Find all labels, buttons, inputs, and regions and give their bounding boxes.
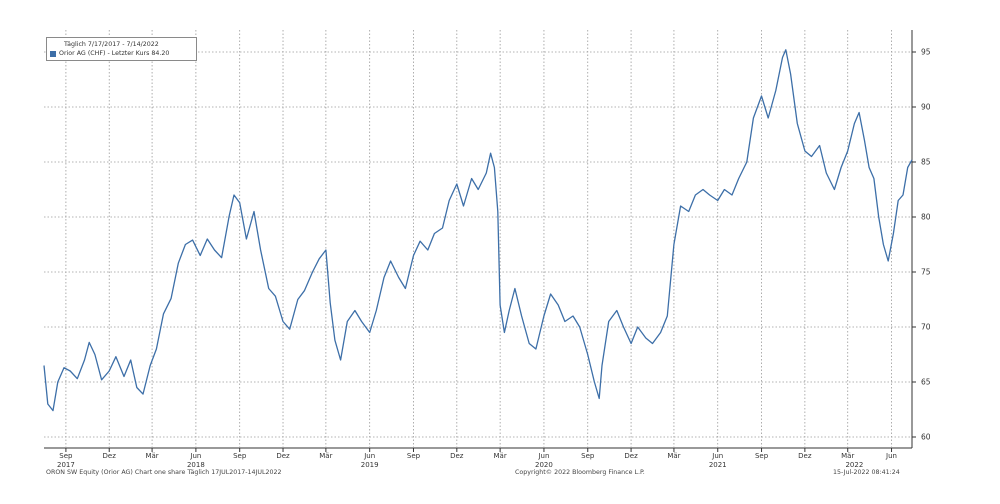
year-label: 2020: [535, 461, 553, 469]
x-tick-label: Jun: [189, 452, 201, 460]
y-tick-label: 75: [921, 268, 931, 277]
y-tick-label: 85: [921, 158, 931, 167]
x-tick-label: Sep: [233, 452, 247, 460]
legend-series-label: Orior AG (CHF) - Letzter Kurs 84.20: [59, 50, 170, 57]
x-tick-label: Sep: [581, 452, 595, 460]
y-tick-label: 70: [921, 323, 931, 332]
series-line: [43, 49, 913, 412]
legend-box: Täglich 7/17/2017 - 7/14/2022 Orior AG (…: [46, 37, 197, 61]
legend-swatch-icon: [50, 50, 56, 57]
footer-timestamp: 15-Jul-2022 08:41:24: [833, 469, 900, 476]
x-tick-label: Sep: [59, 452, 73, 460]
x-tick-label: Mär: [841, 452, 854, 460]
x-tick-label: Dez: [276, 452, 290, 460]
x-tick-label: Jun: [537, 452, 549, 460]
legend-header: Täglich 7/17/2017 - 7/14/2022: [64, 41, 159, 48]
y-tick-label: 65: [921, 378, 931, 387]
footer-copyright: Copyright© 2022 Bloomberg Finance L.P.: [515, 469, 645, 476]
y-tick-label: 60: [921, 433, 931, 442]
x-tick-label: Jun: [711, 452, 723, 460]
x-tick-label: Jun: [885, 452, 897, 460]
x-tick-label: Mär: [319, 452, 332, 460]
x-tick-label: Mär: [667, 452, 680, 460]
x-tick-label: Dez: [798, 452, 812, 460]
y-tick-label: 95: [921, 48, 931, 57]
x-tick-label: Dez: [450, 452, 464, 460]
x-tick-label: Mär: [145, 452, 158, 460]
x-tick-label: Dez: [624, 452, 638, 460]
legend-entry: Orior AG (CHF) - Letzter Kurs 84.20: [50, 49, 193, 58]
y-tick-label: 80: [921, 213, 931, 222]
year-label: 2019: [361, 461, 379, 469]
x-tick-label: Jun: [363, 452, 375, 460]
year-label: 2018: [187, 461, 205, 469]
year-label: 2017: [57, 461, 75, 469]
x-tick-label: Mär: [494, 452, 507, 460]
year-label: 2021: [709, 461, 727, 469]
x-tick-label: Sep: [755, 452, 769, 460]
x-tick-label: Dez: [103, 452, 117, 460]
footer-ticker-info: ORON SW Equity (Orior AG) Chart one shar…: [46, 469, 282, 476]
y-tick-label: 90: [921, 103, 931, 112]
year-label: 2022: [845, 461, 863, 469]
x-tick-label: Sep: [407, 452, 421, 460]
